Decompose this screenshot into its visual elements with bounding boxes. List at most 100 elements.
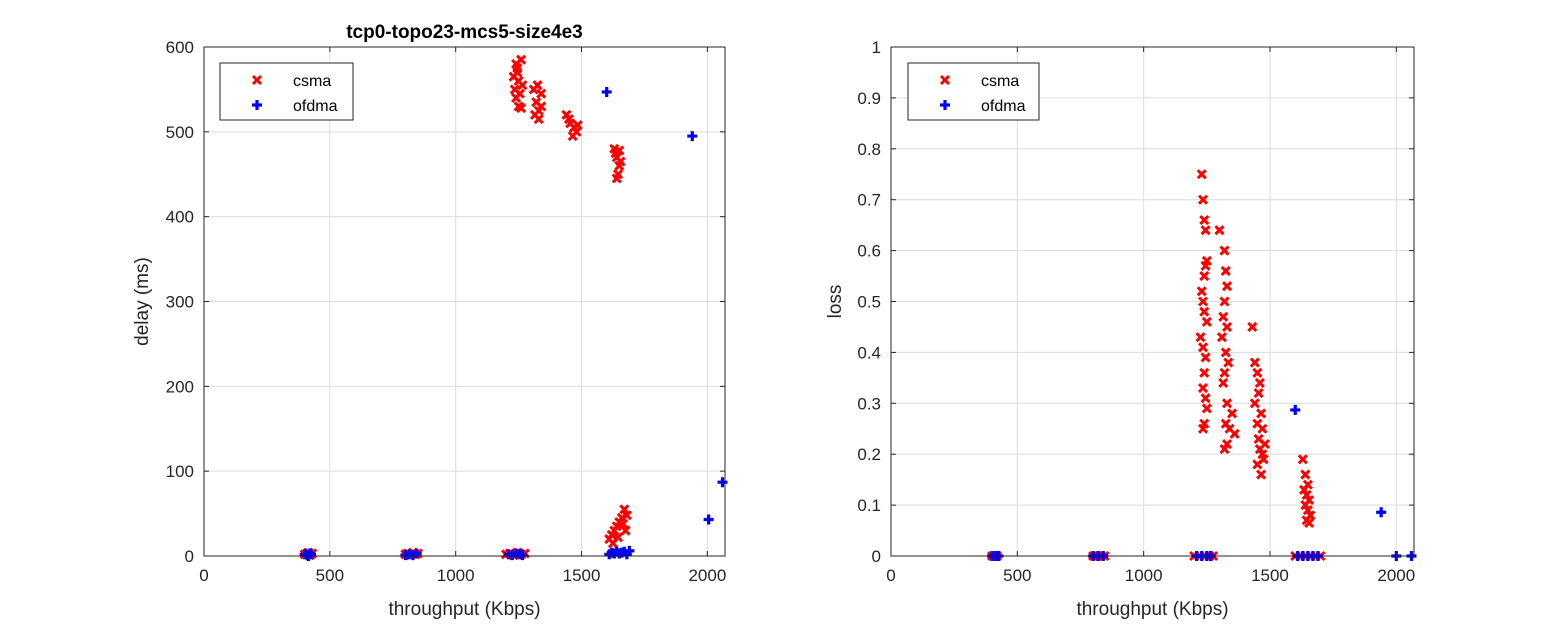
- legend: csma ofdma: [219, 62, 354, 121]
- x-tick-label: 1500: [563, 566, 601, 585]
- x-tick-label: 1000: [1125, 566, 1163, 585]
- legend-marker-csma: [251, 74, 263, 86]
- plot-delay-vs-throughput: 0 500 1000 1500 2000 0 100 200 300 400 500 600 throu…: [132, 22, 728, 620]
- data-point-csma: [1249, 398, 1260, 409]
- data-point-csma: [1197, 194, 1209, 205]
- data-point-ofdma: [703, 514, 714, 525]
- y-tick-label: 0.3: [857, 394, 881, 413]
- legend-box: [219, 62, 354, 121]
- data-point-ofdma: [621, 549, 632, 560]
- data-point-csma: [1220, 265, 1231, 277]
- x-tick-label: 1500: [1251, 566, 1289, 585]
- data-point-csma: [516, 103, 527, 114]
- y-axis-label: delay (ms): [132, 257, 153, 346]
- y-tick-label: 200: [166, 377, 194, 396]
- data-point-csma: [1297, 454, 1308, 465]
- data-point-csma: [1196, 169, 1207, 180]
- data-point-csma: [1249, 357, 1260, 368]
- y-tick-label: 600: [166, 38, 194, 57]
- y-tick-label: 0.6: [857, 242, 881, 261]
- data-point-csma: [1300, 469, 1311, 480]
- data-point-csma: [1299, 484, 1310, 495]
- x-tick-label: 2000: [688, 566, 726, 585]
- data-point-csma: [1196, 286, 1207, 297]
- data-point-csma: [512, 63, 523, 74]
- data-point-csma: [572, 119, 583, 131]
- data-point-csma: [1219, 245, 1230, 256]
- data-point-csma: [532, 80, 543, 91]
- data-point-csma: [516, 54, 527, 65]
- legend-label-ofdma: ofdma: [981, 98, 1026, 115]
- legend-box: [907, 62, 1040, 121]
- x-tick-label: 0: [886, 566, 895, 585]
- data-point-csma: [1216, 332, 1228, 343]
- data-point-csma: [1256, 408, 1267, 419]
- data-point-csma: [1221, 398, 1233, 409]
- data-point-csma: [511, 92, 522, 103]
- legend: csma ofdma: [907, 62, 1040, 121]
- data-point-csma: [1200, 393, 1211, 404]
- x-tick-label: 500: [1003, 566, 1031, 585]
- data-point-ofdma: [687, 131, 698, 142]
- x-tick-label: 0: [199, 566, 208, 585]
- data-point-csma: [517, 80, 528, 91]
- data-point-csma: [1229, 428, 1240, 439]
- x-tick-label: 1000: [437, 566, 475, 585]
- data-point-csma: [1302, 505, 1313, 516]
- data-point-csma: [1199, 306, 1210, 317]
- y-tick-label: 0.7: [857, 191, 881, 210]
- plot-loss-vs-throughput: 0 500 1000 1500 2000 0 0.1 0.2 0.3 0.4 0.5 0.6 0.7 0.…: [825, 38, 1417, 620]
- data-point-csma: [619, 504, 630, 515]
- data-point-csma: [1223, 357, 1234, 368]
- y-axis-label: loss: [825, 285, 846, 319]
- data-point-csma: [1227, 408, 1238, 419]
- legend-marker-csma: [939, 74, 951, 86]
- data-point-csma: [1214, 225, 1225, 236]
- y-tick-label: 0.4: [857, 343, 881, 362]
- chart-title: tcp0-topo23-mcs5-size4e3: [346, 22, 583, 43]
- data-point-ofdma: [305, 549, 316, 560]
- data-point-csma: [1259, 438, 1270, 450]
- data-point-csma: [1257, 423, 1268, 434]
- legend-label-csma: csma: [981, 73, 1019, 90]
- data-point-csma: [1219, 444, 1230, 455]
- data-point-csma: [1301, 489, 1312, 500]
- data-point-ofdma: [1290, 404, 1301, 415]
- y-tick-label: 300: [166, 293, 194, 312]
- data-point-csma: [612, 532, 624, 543]
- y-tick-label: 0: [872, 547, 881, 566]
- y-tick-label: 100: [166, 462, 194, 481]
- data-point-csma: [1200, 260, 1211, 271]
- data-point-csma: [1254, 377, 1265, 389]
- data-point-csma: [508, 71, 519, 82]
- data-point-ofdma: [601, 86, 612, 97]
- data-point-csma: [1200, 225, 1211, 236]
- data-point-csma: [1199, 270, 1210, 282]
- data-point-csma: [1197, 382, 1209, 394]
- y-tick-label: 1: [872, 38, 881, 57]
- legend-marker-ofdma: [940, 100, 950, 110]
- data-point-csma: [1197, 342, 1209, 353]
- data-point-csma: [1300, 500, 1311, 511]
- y-tick-label: 400: [166, 208, 194, 227]
- data-point-csma: [614, 145, 625, 156]
- data-point-csma: [536, 101, 547, 112]
- legend-marker-ofdma: [252, 100, 262, 110]
- data-point-csma: [1221, 281, 1233, 292]
- data-point-ofdma: [517, 550, 528, 561]
- y-tick-label: 0.2: [857, 445, 881, 464]
- x-tick-label: 2000: [1377, 566, 1415, 585]
- data-point-csma: [1199, 367, 1210, 378]
- y-tick-label: 0.1: [857, 496, 881, 515]
- y-tick-label: 0: [185, 547, 194, 566]
- data-point-csma: [1258, 454, 1269, 465]
- data-point-csma: [536, 88, 547, 99]
- y-tick-label: 0.9: [857, 89, 881, 108]
- data-point-csma: [615, 156, 626, 167]
- data-point-csma: [563, 114, 575, 125]
- data-point-csma: [1195, 332, 1206, 343]
- data-point-csma: [1253, 388, 1264, 399]
- y-tick-label: 500: [166, 123, 194, 142]
- data-point-ofdma: [411, 548, 422, 559]
- data-point-csma: [1304, 517, 1315, 528]
